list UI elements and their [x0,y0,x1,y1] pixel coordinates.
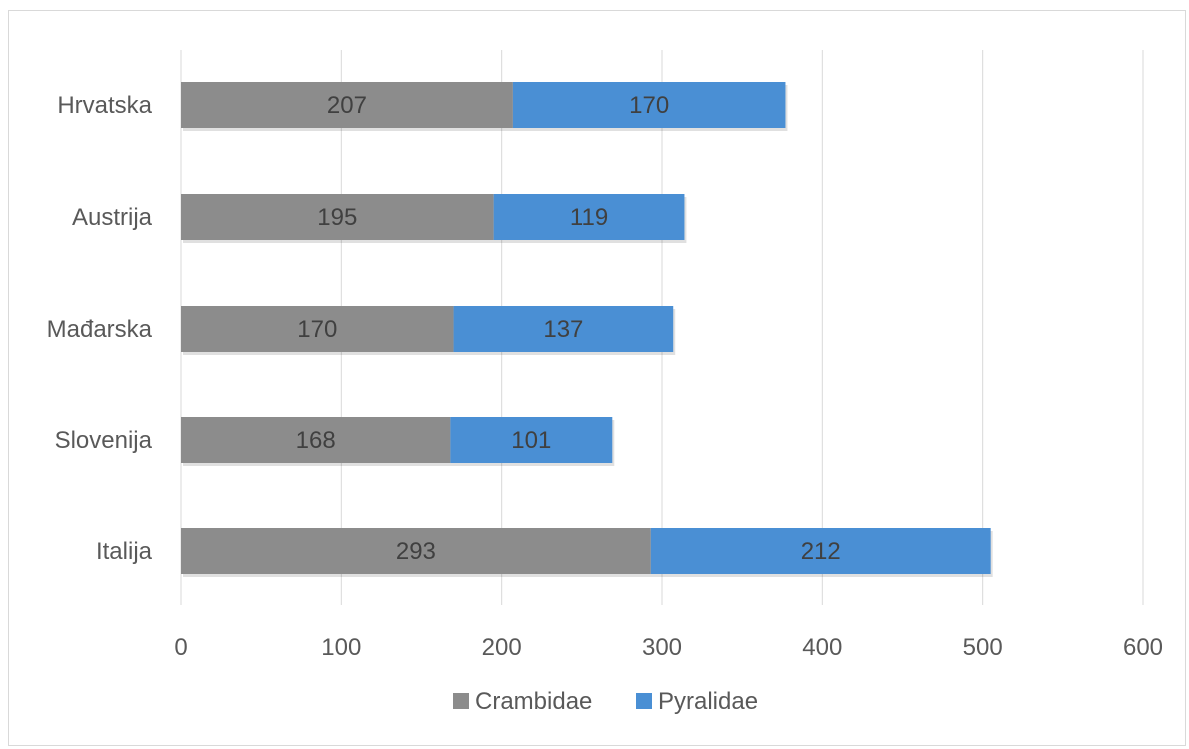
data-label: 212 [801,538,841,565]
legend-swatch-crambidae [453,693,469,709]
x-tick-label: 500 [963,634,1003,661]
x-tick-label: 600 [1123,634,1163,661]
bar-pyralidae [450,417,613,463]
legend: Crambidae Pyralidae [453,688,758,715]
x-tick-label: 300 [642,634,682,661]
bar-crambidae [181,306,454,352]
data-label: 195 [317,204,357,231]
category-label: Italija [96,538,153,565]
data-label: 207 [327,92,367,119]
category-label: Slovenija [55,427,153,454]
x-tick-label: 200 [482,634,522,661]
x-tick-label: 100 [321,634,361,661]
bar-pyralidae [493,194,685,240]
data-label: 170 [629,92,669,119]
data-label: 293 [396,538,436,565]
bar-crambidae [181,528,651,574]
data-label: 119 [570,204,608,231]
x-tick-label: 400 [802,634,842,661]
category-labels: Italija Slovenija Mađarska Austrija Hrvatska [47,92,153,565]
x-axis-tick-labels: 0 100 200 300 400 500 600 [174,634,1163,661]
bar-crambidae [181,82,513,128]
data-label: 101 [511,427,551,454]
bar-crambidae [181,194,494,240]
legend-swatch-pyralidae [636,693,652,709]
category-label: Hrvatska [57,92,152,119]
bar-crambidae [181,417,451,463]
category-label: Mađarska [47,316,153,343]
data-label: 170 [297,316,337,343]
category-label: Austrija [72,204,153,231]
legend-label-pyralidae: Pyralidae [658,688,758,715]
legend-label-crambidae: Crambidae [475,688,592,715]
gridlines [180,50,1144,605]
bar-pyralidae [650,528,991,574]
x-tick-label: 0 [174,634,187,661]
data-label: 168 [296,427,336,454]
bars [181,82,993,577]
data-label: 137 [543,316,583,343]
bar-pyralidae [453,306,674,352]
chart-frame [8,10,1186,746]
bar-pyralidae [512,82,786,128]
data-labels: 293 212 168 101 170 137 195 119 207 170 [296,92,841,565]
